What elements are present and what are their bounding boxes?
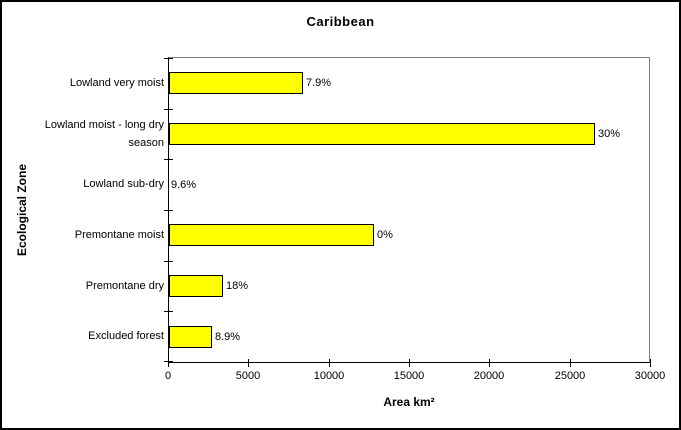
x-axis-tick <box>650 359 651 367</box>
x-tick-label: 0 <box>164 370 172 382</box>
category-label: Excluded forest <box>88 329 164 342</box>
bar <box>169 123 595 145</box>
y-axis-title: Ecological Zone <box>15 164 29 257</box>
y-axis-tick <box>164 159 173 160</box>
x-tick-label: 15000 <box>393 370 425 382</box>
bar-label: 18% <box>226 280 249 292</box>
y-axis-tick <box>164 58 173 59</box>
bar-label: 30% <box>598 128 621 140</box>
bar-label: 9.6% <box>171 179 197 191</box>
category-label: Lowland sub-dry <box>83 177 164 190</box>
x-axis-tick <box>409 359 410 367</box>
bar-label: 7.9% <box>306 77 332 89</box>
x-tick-label: 20000 <box>473 370 505 382</box>
x-axis-tick <box>570 359 571 367</box>
bar <box>169 72 303 94</box>
category-label: Lowland very moist <box>69 76 164 89</box>
bar-label: 8.9% <box>215 331 241 343</box>
x-tick-label: 30000 <box>634 370 666 382</box>
bar <box>169 275 223 297</box>
plot-area: 7.9% 30% 9.6% 0% 18% 8.9% 0 5000 10000 15000 20000… <box>164 57 665 382</box>
bar <box>169 326 212 348</box>
bar-label: 0% <box>377 229 393 241</box>
bar <box>169 224 374 246</box>
category-label: Lowland moist - long dry season <box>44 118 164 149</box>
y-axis-tick <box>164 109 173 110</box>
x-axis-title: Area km² <box>383 395 435 409</box>
y-axis-tick <box>164 261 173 262</box>
x-tick-label: 25000 <box>554 370 586 382</box>
y-axis-tick <box>164 210 173 211</box>
chart-title: Caribbean <box>306 14 375 29</box>
category-label: Premontane moist <box>74 228 164 241</box>
category-label: Premontane dry <box>85 279 164 292</box>
x-tick-label: 10000 <box>313 370 345 382</box>
x-tick-label: 5000 <box>235 370 261 382</box>
x-axis-tick <box>168 359 169 367</box>
x-axis-tick <box>329 359 330 367</box>
y-axis-tick <box>164 311 173 312</box>
x-axis-tick <box>248 359 249 367</box>
x-axis-tick <box>489 359 490 367</box>
